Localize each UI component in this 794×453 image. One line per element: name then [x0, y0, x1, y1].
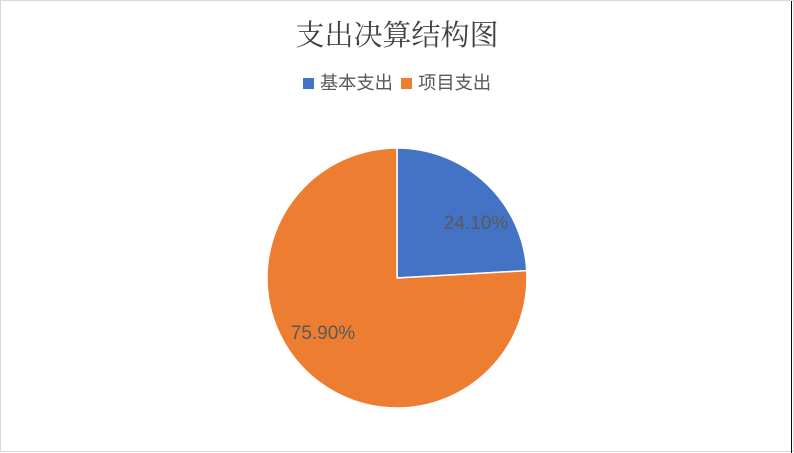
svg-text:24.10%: 24.10%	[444, 213, 509, 234]
svg-text:75.90%: 75.90%	[291, 323, 356, 344]
